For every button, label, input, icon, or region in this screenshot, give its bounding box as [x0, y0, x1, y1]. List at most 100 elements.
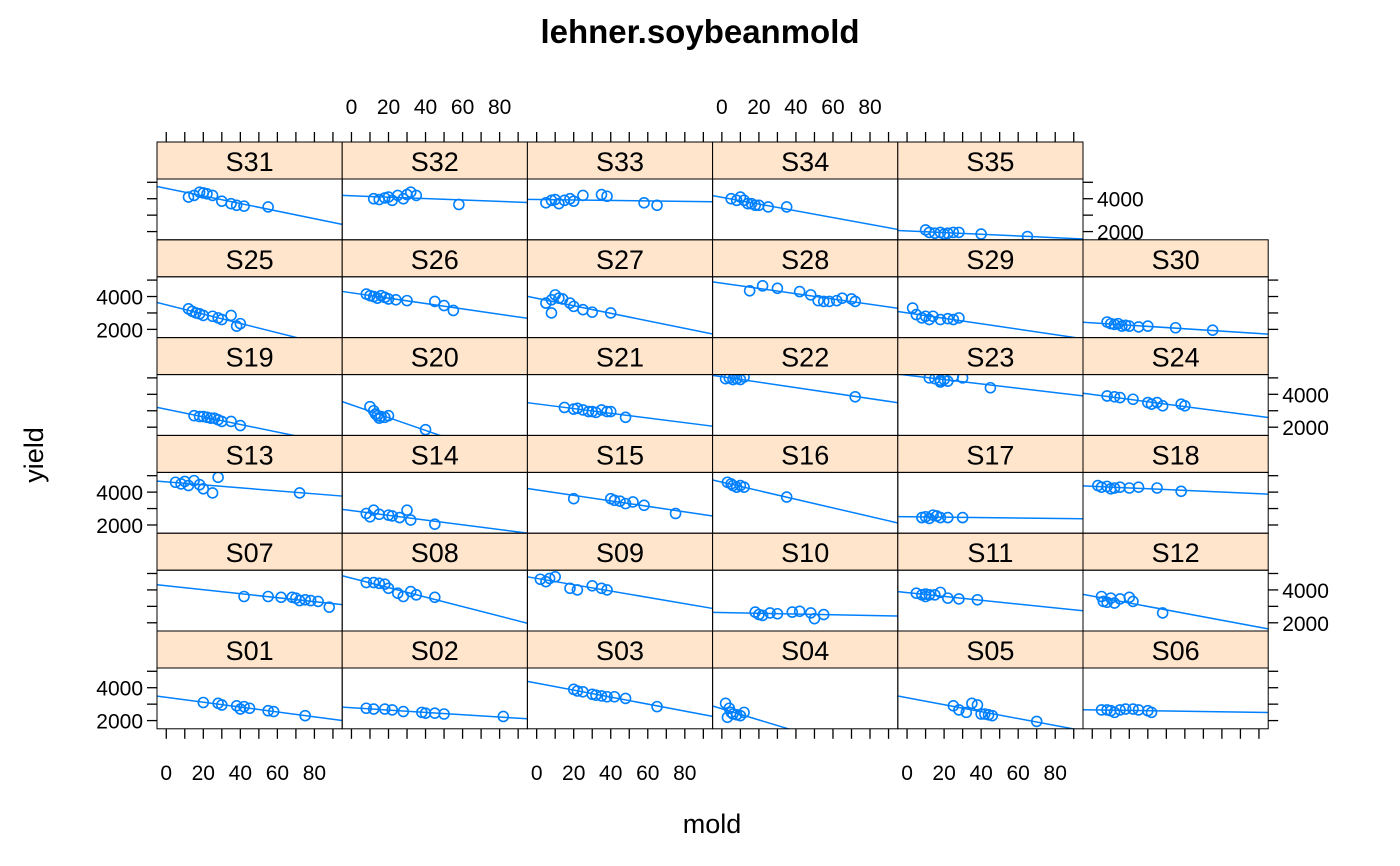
- panel-strip: [1082, 630, 1269, 669]
- data-point: [540, 575, 552, 588]
- data-point: [923, 374, 936, 384]
- data-point: [386, 510, 399, 522]
- data-point: [817, 295, 830, 308]
- data-point: [1179, 400, 1191, 412]
- strip-label: S19: [226, 343, 274, 373]
- data-point: [497, 710, 510, 723]
- data-point: [216, 699, 228, 711]
- data-point: [212, 472, 224, 484]
- data-point: [545, 307, 558, 319]
- y-tick-label: 4000: [96, 287, 143, 310]
- panel-strip: [341, 141, 528, 180]
- data-point: [262, 704, 274, 717]
- data-point: [738, 706, 750, 719]
- data-point: [830, 294, 843, 307]
- data-point: [564, 582, 576, 595]
- y-tick-label: 4000: [1282, 384, 1329, 407]
- strip-label: S23: [966, 343, 1014, 373]
- data-point: [953, 704, 965, 716]
- strip-label: S03: [596, 636, 644, 666]
- data-point: [386, 704, 399, 716]
- panel-frame: [1082, 569, 1269, 632]
- y-tick-label: 4000: [96, 482, 143, 505]
- strip-label: S17: [966, 440, 1014, 470]
- strip-label: S05: [966, 636, 1014, 666]
- data-point: [419, 423, 432, 436]
- y-tick-label: 2000: [96, 319, 143, 342]
- panel-s13: S13: [156, 434, 343, 534]
- data-point: [719, 374, 732, 385]
- data-point: [638, 499, 650, 512]
- data-point: [762, 201, 774, 213]
- panel-strip: [156, 239, 343, 278]
- x-tick-label: 80: [858, 96, 881, 119]
- panel-s18: S18: [1082, 434, 1269, 534]
- panel-strip: [897, 532, 1084, 571]
- data-point: [438, 708, 450, 720]
- panel-frame: [897, 471, 1084, 534]
- data-point: [956, 374, 969, 384]
- y-tick-label: 4000: [1097, 189, 1144, 212]
- regression-line: [527, 401, 713, 427]
- data-point: [756, 609, 769, 622]
- strip-label: S32: [411, 147, 459, 177]
- regression-line: [342, 194, 528, 204]
- data-point: [942, 592, 954, 604]
- data-point: [942, 511, 954, 524]
- data-point: [447, 304, 460, 317]
- data-point: [947, 313, 960, 326]
- x-tick-label: 20: [192, 762, 215, 785]
- panel-strip: [156, 141, 343, 180]
- strip-label: S20: [411, 343, 459, 373]
- panel-s32: S32: [341, 141, 528, 241]
- data-point: [953, 226, 965, 239]
- data-point: [1156, 400, 1169, 412]
- regression-line: [712, 194, 898, 231]
- data-point: [764, 607, 776, 619]
- panel-s05: S05: [897, 630, 1084, 730]
- panel-frame: [712, 178, 899, 241]
- data-point: [1142, 320, 1154, 332]
- data-point: [849, 390, 862, 403]
- panel-s29: S29: [897, 239, 1084, 339]
- x-tick-label: 0: [901, 762, 913, 785]
- data-point: [234, 419, 247, 432]
- panel-frame: [156, 667, 343, 730]
- data-point: [638, 197, 650, 209]
- data-point: [360, 507, 373, 520]
- data-point: [299, 593, 311, 606]
- panel-frame: [526, 374, 714, 436]
- panel-s22: S22: [712, 337, 899, 436]
- regression-line: [342, 290, 528, 320]
- data-point: [225, 309, 237, 322]
- data-point: [216, 313, 228, 326]
- data-point: [849, 295, 862, 308]
- data-point: [204, 412, 217, 424]
- data-point: [669, 507, 682, 520]
- strip-label: S02: [411, 636, 459, 666]
- strip-label: S15: [596, 440, 644, 470]
- data-point: [1114, 391, 1126, 404]
- panel-s02: S02: [341, 630, 528, 730]
- panel-strip: [156, 337, 343, 376]
- x-tick-label: 60: [451, 96, 474, 119]
- data-point: [401, 504, 413, 516]
- data-point: [590, 406, 602, 419]
- chart-title: lehner.soybeanmold: [540, 13, 859, 50]
- data-point: [577, 189, 589, 202]
- strip-label: S29: [966, 245, 1014, 275]
- panel-grid: S01 S02 S03 S04 S05 S06 S07 S08 S09 S10 S11 S12 S13 S…: [156, 141, 1269, 730]
- data-point: [1108, 706, 1121, 719]
- data-point: [262, 590, 274, 603]
- x-tick-label: 40: [229, 762, 252, 785]
- regression-line: [342, 706, 528, 720]
- strip-label: S31: [226, 147, 274, 177]
- data-point: [543, 572, 556, 585]
- panel-s17: S17: [897, 434, 1084, 534]
- panel-frame: [1082, 667, 1269, 730]
- data-point: [619, 411, 632, 424]
- data-point: [1151, 396, 1163, 409]
- data-point: [201, 187, 213, 200]
- data-point: [360, 576, 373, 589]
